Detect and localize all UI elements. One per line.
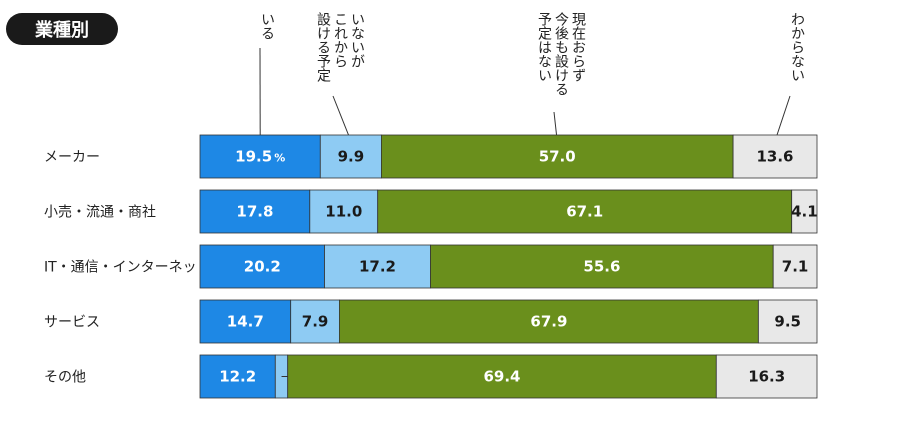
bar-segment bbox=[772, 244, 818, 289]
badge-label: 業種別 bbox=[35, 20, 89, 41]
bar-segment bbox=[732, 134, 818, 179]
bar-segment bbox=[791, 189, 818, 234]
bar-segment bbox=[199, 134, 321, 179]
legend-entry: いる bbox=[259, 12, 275, 40]
data-label: 57.0 bbox=[539, 148, 576, 166]
bar-segment bbox=[199, 354, 276, 399]
data-label: 69.4 bbox=[483, 368, 520, 386]
data-label: 9.9 bbox=[338, 148, 365, 166]
data-label: 67.9 bbox=[530, 313, 567, 331]
legend-entry: 今後も設ける bbox=[553, 12, 569, 96]
bar-segment bbox=[430, 244, 774, 289]
legend-leader bbox=[774, 95, 791, 142]
bar-segment bbox=[199, 189, 311, 234]
legend-leader bbox=[332, 95, 352, 142]
data-label: 7.9 bbox=[302, 313, 329, 331]
data-label: 67.1 bbox=[566, 203, 603, 221]
legend-entry: わからない bbox=[789, 12, 805, 82]
legend-entry: 現在おらず bbox=[570, 12, 586, 82]
bar-segment bbox=[715, 354, 818, 399]
bar-segment bbox=[319, 134, 382, 179]
data-label: 20.2 bbox=[244, 258, 281, 276]
data-label: 12.2 bbox=[219, 368, 256, 386]
bar-segment bbox=[380, 134, 734, 179]
data-label: 7.1 bbox=[782, 258, 809, 276]
category-label: サービス bbox=[44, 315, 100, 331]
data-label: 55.6 bbox=[583, 258, 620, 276]
data-label: 16.3 bbox=[748, 368, 785, 386]
bar-segment bbox=[338, 299, 759, 344]
legend-entry: これから bbox=[332, 12, 348, 68]
data-label: 11.0 bbox=[325, 203, 362, 221]
category-label: IT・通信・インターネット bbox=[44, 260, 211, 276]
data-label: 4.1 bbox=[791, 203, 818, 221]
category-label: その他 bbox=[44, 370, 86, 386]
bar-segment bbox=[199, 299, 292, 344]
bar-segment bbox=[377, 189, 793, 234]
category-label: メーカー bbox=[44, 150, 100, 166]
category-label: 小売・流通・商社 bbox=[44, 205, 156, 221]
bar-segment bbox=[324, 244, 431, 289]
data-label: 17.2 bbox=[359, 258, 396, 276]
badge: 業種別 bbox=[6, 13, 118, 45]
legend-entry: いないが bbox=[349, 12, 365, 68]
data-label: 13.6 bbox=[756, 148, 793, 166]
bar-segment bbox=[290, 299, 340, 344]
data-label: 17.8 bbox=[236, 203, 273, 221]
bar-segment bbox=[309, 189, 379, 234]
bar-segment bbox=[758, 299, 818, 344]
bar-segment bbox=[287, 354, 717, 399]
legend-entry: 予定はない bbox=[536, 12, 552, 82]
data-label: 9.5 bbox=[774, 313, 801, 331]
data-label: 14.7 bbox=[227, 313, 264, 331]
legend-entry: 設ける予定 bbox=[315, 12, 331, 83]
